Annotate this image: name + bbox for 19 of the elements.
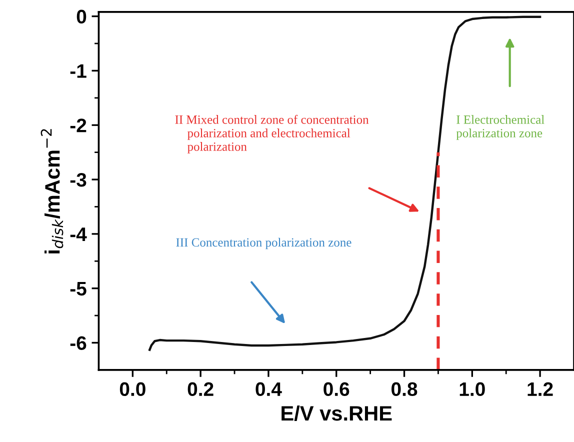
y-tick-label: -5 <box>70 282 86 296</box>
x-tick-label: 0.2 <box>188 382 214 396</box>
x-tick-label: 0.6 <box>324 382 350 396</box>
x-tick-label: 0.4 <box>256 382 282 396</box>
y-tick-label: -1 <box>70 64 86 78</box>
y-axis-title: i$_{disk}$/mAcm$^{−2}$ <box>40 129 64 254</box>
y-tick-label: -4 <box>70 228 87 241</box>
y-tick-label: -3 <box>70 172 86 187</box>
annotation: I Electrochemical polarization zone <box>456 115 544 140</box>
x-tick-label: 0.8 <box>392 382 418 396</box>
y-tick-label: 0 <box>76 10 86 24</box>
y-tick-label: -6 <box>70 336 86 350</box>
annotation: III Concentration polarization zone <box>176 238 352 250</box>
x-tick-label: 0.0 <box>120 382 146 396</box>
x-tick-label: 1.0 <box>460 382 485 396</box>
annotation: II Mixed control zone of concentration polarization and electrochemical polarization <box>175 114 369 154</box>
x-axis-title: E/V vs.RHE <box>282 405 392 421</box>
x-tick-label: 1.2 <box>528 382 553 396</box>
y-tick-label: -2 <box>70 118 86 132</box>
